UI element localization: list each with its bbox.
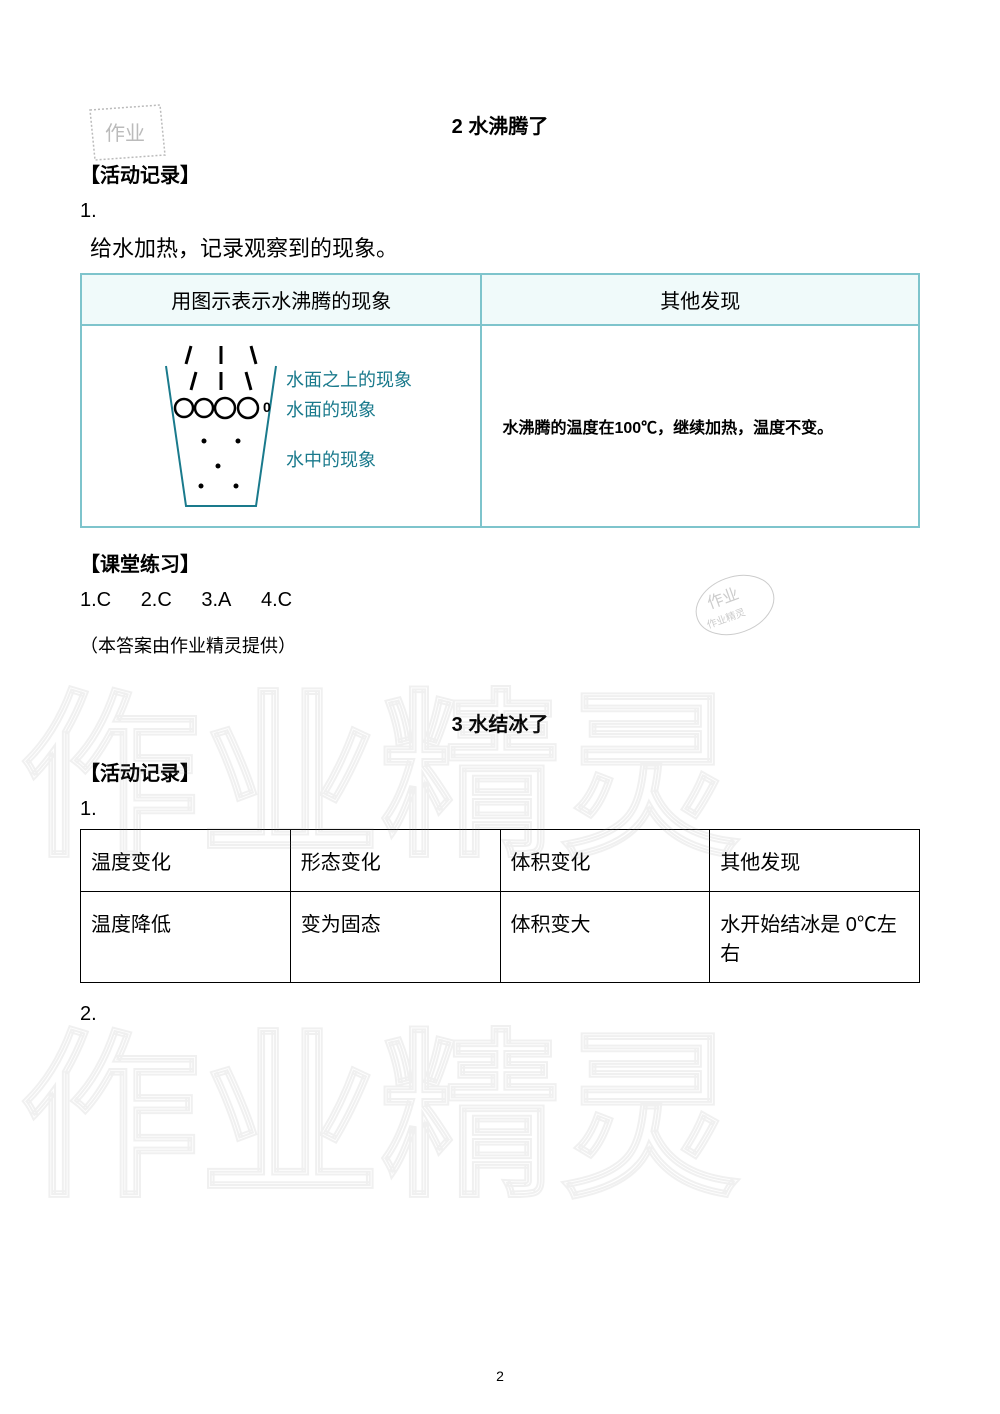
q1-number-s2: 1.	[80, 200, 920, 223]
freeze-col-3: 其他发现	[710, 830, 920, 892]
freeze-col-1: 形态变化	[290, 830, 500, 892]
page-number: 2	[0, 1368, 1000, 1384]
label-above: 水面之上的现象	[286, 370, 412, 390]
section3-title: 3 水结冰了	[80, 708, 920, 737]
freeze-table: 温度变化 形态变化 体积变化 其他发现 温度降低 变为固态 体积变大 水开始结冰…	[80, 829, 920, 983]
answer-3: 3.A	[201, 589, 231, 611]
freeze-row-1: 变为固态	[290, 892, 500, 983]
answer-2: 2.C	[141, 589, 172, 611]
freeze-col-0: 温度变化	[81, 830, 291, 892]
answers-line: 1.C 2.C 3.A 4.C	[80, 589, 920, 612]
section2-title: 2 水沸腾了	[80, 110, 920, 139]
freeze-row-3: 水开始结冰是 0℃左右	[710, 892, 920, 983]
q1-number-s3: 1.	[80, 798, 920, 821]
activity-header-3: 【活动记录】	[80, 757, 920, 786]
beaker-svg: 0 水面之上的现象 水面的现象 水中的现象	[126, 336, 436, 516]
obs-header-left: 用图示表示水沸腾的现象	[81, 274, 481, 325]
answer-1: 1.C	[80, 589, 111, 611]
svg-text:作业: 作业	[105, 122, 145, 145]
obs-header-right: 其他发现	[481, 274, 919, 325]
freeze-row-2: 体积变大	[500, 892, 710, 983]
q2-number-s3: 2.	[80, 1003, 920, 1026]
svg-text:0: 0	[263, 399, 271, 415]
label-surface: 水面的现象	[286, 400, 376, 420]
freeze-col-2: 体积变化	[500, 830, 710, 892]
instruction-s2: 给水加热，记录观察到的现象。	[90, 231, 920, 263]
obs-cell-diagram: 0 水面之上的现象 水面的现象 水中的现象	[81, 325, 481, 527]
freeze-row-0: 温度降低	[81, 892, 291, 983]
activity-header-2: 【活动记录】	[80, 159, 920, 188]
label-inwater: 水中的现象	[286, 450, 376, 470]
corner-stamp-icon: 作业	[80, 100, 170, 170]
obs-cell-finding: 水沸腾的温度在100℃，继续加热，温度不变。	[481, 325, 919, 527]
observation-table: 用图示表示水沸腾的现象 其他发现	[80, 273, 920, 528]
practice-header-2: 【课堂练习】	[80, 548, 920, 577]
credit-line: （本答案由作业精灵提供）	[80, 632, 920, 658]
answer-4: 4.C	[261, 589, 292, 611]
